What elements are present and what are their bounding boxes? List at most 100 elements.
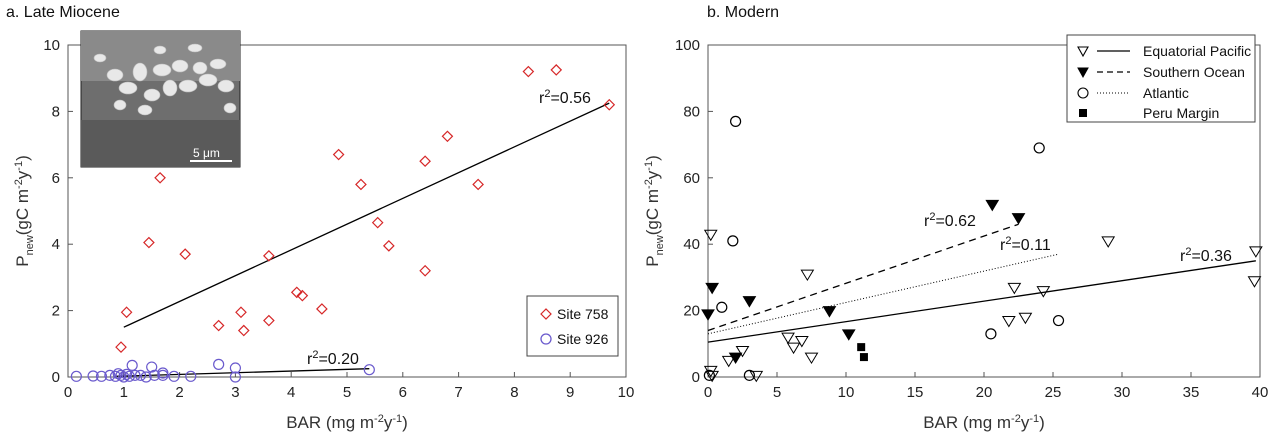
- data-point: [118, 371, 130, 383]
- panel-b-ticks: 0 5 10 15 20 25 30 35 40 0 20 40 60 80 100: [675, 37, 1268, 401]
- x-tick-label: 4: [287, 384, 295, 401]
- legend-atlantic: Atlantic: [1143, 85, 1189, 101]
- data-point: [804, 352, 819, 365]
- panel-a-ticks: 0 1 2 3 4 5 6 7 8 9 10 0 2 4 6 8 10: [43, 37, 634, 401]
- data-point: [781, 332, 795, 345]
- data-point: [316, 303, 328, 315]
- data-point: [472, 178, 484, 191]
- legend-southern-ocean: Southern Ocean: [1143, 64, 1245, 80]
- data-point: [87, 370, 99, 382]
- x-tick-label: 40: [1252, 384, 1269, 401]
- data-point: [1011, 213, 1026, 225]
- panel-b-legend: Equatorial Pacific Southern Ocean Atlant…: [1066, 34, 1256, 123]
- x-tick-label: 0: [704, 384, 712, 401]
- panel-a-xlabel: BAR (mg m-2y-1): [286, 413, 408, 432]
- x-tick-label: 7: [454, 384, 462, 401]
- panel-b: b. Modern 0 5 10 15 20 25 30 35 40 0 20 40 60 80 100 r…: [643, 4, 1268, 432]
- panel-a-r2-site758: r2=0.56: [539, 88, 591, 107]
- data-point: [355, 178, 367, 191]
- data-point: [703, 229, 718, 242]
- data-point: [1001, 316, 1016, 328]
- panel-b-r2-southern: r2=0.62: [924, 211, 976, 230]
- panel-a-legend: Site 758 Site 926: [526, 295, 619, 357]
- x-tick-label: 6: [399, 384, 407, 401]
- data-point: [363, 364, 375, 376]
- y-tick-label: 20: [683, 303, 700, 320]
- x-tick-label: 25: [1045, 384, 1062, 401]
- data-point: [115, 369, 127, 381]
- legend-equatorial-pacific: Equatorial Pacific: [1143, 43, 1251, 59]
- data-point: [841, 329, 856, 341]
- data-point: [550, 64, 563, 76]
- data-point: [1248, 246, 1263, 258]
- panel-b-points: [701, 115, 1263, 383]
- x-tick-label: 5: [343, 384, 351, 401]
- data-point: [237, 324, 250, 337]
- y-tick-label: 0: [52, 369, 60, 386]
- data-point: [140, 371, 152, 383]
- data-point: [1101, 236, 1116, 248]
- data-point: [1247, 276, 1262, 288]
- data-point: [154, 171, 166, 184]
- data-point: [857, 343, 866, 352]
- data-point: [728, 352, 743, 365]
- data-point: [168, 370, 180, 382]
- x-tick-label: 0: [64, 384, 72, 401]
- data-point: [1007, 282, 1022, 295]
- data-point: [701, 309, 715, 321]
- x-tick-label: 5: [773, 384, 781, 401]
- y-tick-label: 10: [43, 37, 60, 54]
- x-tick-label: 20: [976, 384, 993, 401]
- data-point: [522, 65, 535, 78]
- data-point: [705, 282, 720, 295]
- panel-a-ylabel: Pnew(gC m-2y-1): [13, 155, 36, 267]
- fit-line-southern-ocean: [707, 223, 1019, 332]
- x-tick-label: 10: [838, 384, 855, 401]
- panel-a-r2-site926: r2=0.20: [307, 349, 359, 368]
- y-tick-label: 40: [683, 236, 700, 253]
- data-point: [115, 341, 127, 353]
- data-point: [148, 369, 161, 381]
- panel-a: a. Late Miocene: [6, 4, 634, 432]
- data-point: [157, 369, 169, 381]
- data-point: [742, 296, 757, 308]
- panel-b-r2-equatorial: r2=0.36: [1180, 246, 1232, 265]
- data-point: [213, 358, 225, 370]
- data-point: [419, 155, 431, 168]
- data-point: [1052, 314, 1065, 327]
- data-point: [371, 216, 384, 229]
- data-point: [179, 248, 192, 261]
- y-tick-label: 2: [52, 303, 60, 320]
- data-point: [985, 328, 997, 340]
- data-point: [729, 115, 742, 127]
- x-tick-label: 8: [510, 384, 518, 401]
- data-point: [235, 306, 247, 319]
- x-tick-label: 2: [175, 384, 183, 401]
- panel-b-fit-lines: [707, 223, 1256, 343]
- data-point: [143, 236, 155, 249]
- data-point: [70, 370, 82, 382]
- data-point: [120, 368, 133, 380]
- panel-b-r2-atlantic: r2=0.11: [1000, 235, 1051, 254]
- data-point: [743, 369, 756, 381]
- x-tick-label: 15: [907, 384, 924, 401]
- y-tick-label: 6: [52, 170, 60, 187]
- data-point: [123, 370, 135, 382]
- y-tick-label: 8: [52, 103, 60, 120]
- data-point: [112, 368, 124, 380]
- data-point: [146, 361, 158, 373]
- data-point: [735, 345, 750, 358]
- data-point: [859, 353, 868, 362]
- data-point: [716, 301, 728, 313]
- data-point: [985, 199, 1000, 212]
- data-point: [721, 355, 736, 368]
- y-tick-label: 80: [683, 103, 700, 120]
- panel-a-title: a. Late Miocene: [6, 4, 120, 21]
- data-point: [229, 371, 241, 383]
- panel-a-points: [70, 64, 616, 383]
- y-tick-label: 60: [683, 170, 700, 187]
- panel-b-xlabel: BAR (mg m-2y-1): [923, 413, 1045, 432]
- inset-scale-label: 5 μm: [193, 146, 220, 160]
- y-tick-label: 0: [692, 369, 700, 386]
